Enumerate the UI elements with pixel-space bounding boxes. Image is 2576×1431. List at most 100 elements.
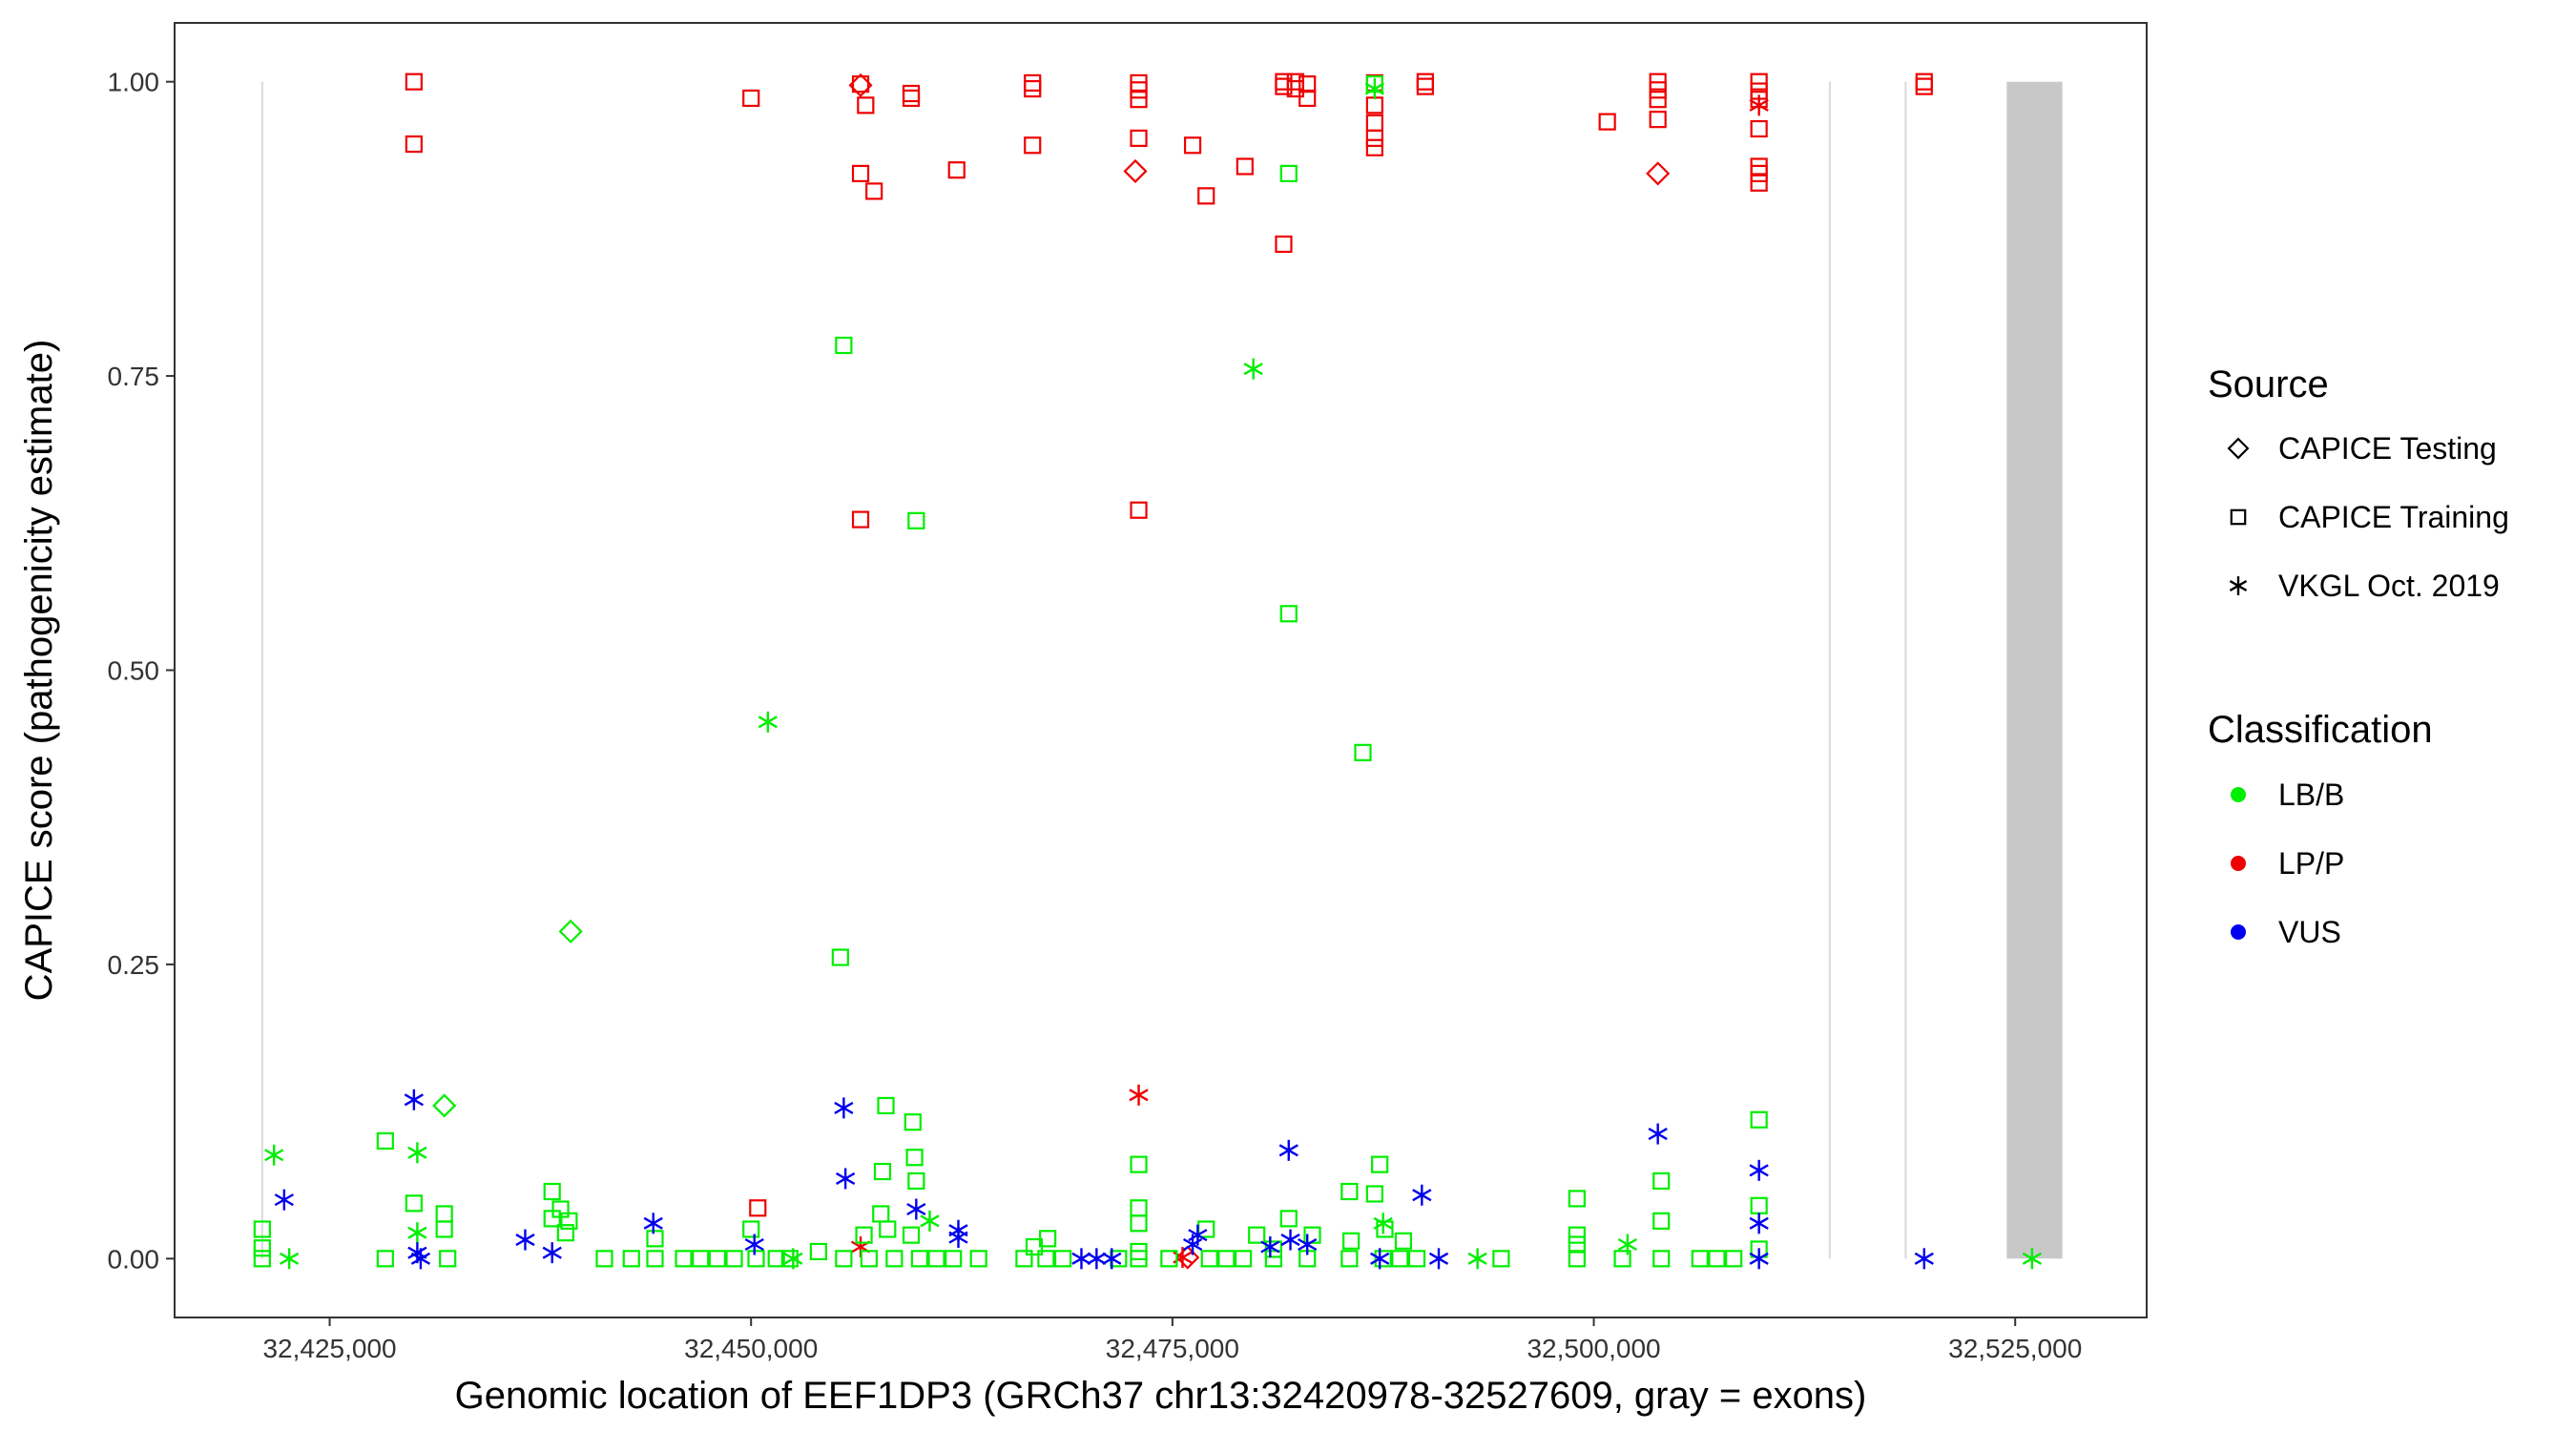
data-point xyxy=(809,1242,827,1261)
data-point xyxy=(851,164,870,183)
data-point xyxy=(906,1198,926,1220)
x-tick-label: 32,525,000 xyxy=(1948,1334,2082,1363)
data-point xyxy=(1053,1250,1072,1268)
legend-classification-title: Classification xyxy=(2208,709,2433,751)
data-point xyxy=(1275,77,1293,95)
legend-class-label: VUS xyxy=(2278,915,2341,949)
data-point xyxy=(643,1213,663,1234)
exon-layer xyxy=(260,81,2063,1259)
data-point xyxy=(1364,78,1384,100)
legend-source-item: CAPICE Testing xyxy=(2227,431,2497,466)
data-point xyxy=(675,1250,693,1268)
data-point xyxy=(1182,1234,1203,1255)
data-point xyxy=(1365,129,1383,147)
data-point xyxy=(1197,187,1215,205)
data-point xyxy=(560,1212,578,1230)
data-point xyxy=(542,1242,562,1264)
legend: Source CAPICE Testing CAPICE Training VKGL… xyxy=(2208,363,2509,949)
data-point xyxy=(1236,157,1254,176)
data-point xyxy=(1914,1248,1934,1270)
data-point xyxy=(1708,1250,1726,1268)
data-point xyxy=(835,1250,853,1268)
data-point xyxy=(435,1220,453,1238)
x-tick-label: 32,450,000 xyxy=(684,1334,818,1363)
legend-class-item: LB/B xyxy=(2231,778,2344,812)
data-point xyxy=(920,1210,940,1232)
data-point xyxy=(1568,1250,1586,1268)
data-point xyxy=(1279,164,1298,183)
data-point xyxy=(280,1248,300,1270)
data-point xyxy=(558,919,583,944)
data-point xyxy=(780,1250,799,1268)
data-point xyxy=(1915,77,1933,95)
data-point xyxy=(1750,73,1768,91)
data-point xyxy=(1025,1237,1044,1256)
data-point xyxy=(1278,1139,1298,1161)
legend-classification-items: LB/B LP/P VUS xyxy=(2231,778,2344,949)
legend-source-label: VKGL Oct. 2019 xyxy=(2278,569,2500,603)
legend-key-asterisk xyxy=(2229,576,2248,595)
data-point xyxy=(1568,1226,1586,1244)
data-point xyxy=(376,1250,394,1268)
data-point xyxy=(1749,1248,1769,1270)
data-point xyxy=(747,1250,765,1268)
data-point xyxy=(904,1113,922,1131)
data-point xyxy=(1749,94,1769,116)
data-point xyxy=(1467,1248,1487,1270)
data-point xyxy=(831,948,849,966)
data-point xyxy=(851,75,870,93)
data-point xyxy=(376,1131,394,1151)
data-point xyxy=(515,1229,535,1251)
data-point xyxy=(1365,1185,1383,1203)
data-point xyxy=(885,1250,904,1268)
x-axis-title: Genomic location of EEF1DP3 (GRCh37 chr1… xyxy=(455,1375,1867,1417)
data-point xyxy=(1354,743,1372,761)
data-point xyxy=(432,1093,457,1118)
data-point xyxy=(947,161,966,179)
data-point xyxy=(253,1220,271,1238)
data-point xyxy=(783,1248,803,1270)
data-point xyxy=(1652,1172,1671,1190)
data-point xyxy=(1248,1226,1266,1244)
x-tick-label: 32,475,000 xyxy=(1106,1334,1239,1363)
data-point xyxy=(945,1250,963,1268)
data-point xyxy=(1407,1250,1426,1268)
data-point xyxy=(1130,1250,1148,1268)
data-point xyxy=(1130,501,1148,519)
data-point xyxy=(1260,1235,1280,1257)
x-tick-label: 32,425,000 xyxy=(262,1334,396,1363)
legend-class-label: LP/P xyxy=(2278,846,2344,881)
data-point xyxy=(646,1230,664,1248)
data-point xyxy=(877,1096,895,1115)
data-point xyxy=(879,1220,897,1238)
data-point xyxy=(927,1250,945,1268)
data-point xyxy=(1391,1250,1409,1268)
data-point xyxy=(1428,1248,1449,1270)
data-point xyxy=(1175,1245,1200,1270)
data-point xyxy=(1298,75,1317,93)
y-axis-title: CAPICE score (pathogenicity estimate) xyxy=(18,340,60,1002)
data-point xyxy=(1280,1229,1300,1251)
legend-key-diamond xyxy=(2227,437,2250,460)
data-point xyxy=(1243,358,1263,380)
data-point xyxy=(857,96,875,114)
data-point xyxy=(1750,1110,1768,1129)
y-tick-label: 0.00 xyxy=(108,1244,160,1274)
data-point xyxy=(1129,1084,1149,1106)
data-point xyxy=(905,1149,924,1167)
data-point xyxy=(758,711,778,733)
data-point xyxy=(622,1250,640,1268)
data-point xyxy=(253,1250,271,1268)
data-point xyxy=(855,1226,873,1244)
data-point xyxy=(907,511,925,529)
legend-class-item: LP/P xyxy=(2231,846,2344,881)
data-point xyxy=(1102,1248,1122,1270)
data-point xyxy=(902,89,921,108)
data-point xyxy=(2022,1248,2042,1270)
legend-key-dot xyxy=(2231,924,2246,940)
data-point xyxy=(1371,1155,1389,1173)
data-point xyxy=(1394,1232,1413,1250)
data-point xyxy=(1298,89,1317,108)
data-point xyxy=(1130,91,1148,109)
